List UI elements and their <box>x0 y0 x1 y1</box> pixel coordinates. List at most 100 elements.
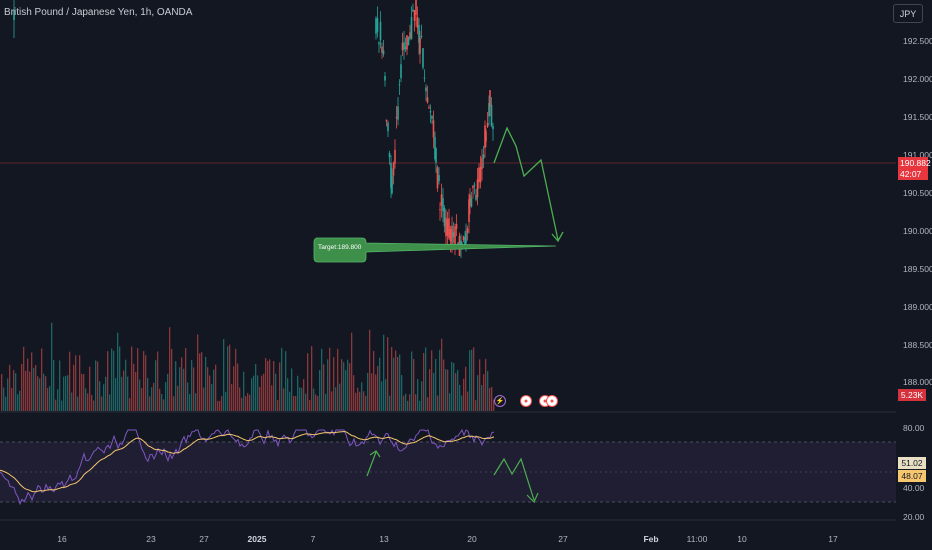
volume-bar <box>65 375 67 411</box>
volume-bar <box>259 386 261 411</box>
volume-bar <box>5 396 7 411</box>
candle-body <box>475 194 477 200</box>
volume-bar <box>95 360 97 411</box>
volume-bar <box>443 359 445 411</box>
volume-bar <box>127 376 129 411</box>
volume-bar <box>479 359 481 411</box>
time-tick: 23 <box>146 534 156 544</box>
volume-bar <box>419 400 421 411</box>
volume-bar <box>213 369 215 411</box>
volume-bar <box>23 346 25 411</box>
candle-body <box>416 17 419 28</box>
volume-bar <box>209 375 211 411</box>
candle-body <box>492 126 494 130</box>
volume-bar <box>361 382 363 411</box>
volume-bar <box>459 384 461 411</box>
candle-body <box>415 0 417 16</box>
volume-bar <box>243 371 245 411</box>
volume-bar <box>173 396 175 411</box>
candle-body <box>484 125 486 149</box>
volume-bar <box>327 359 329 411</box>
time-tick: 11:00 <box>686 534 708 544</box>
volume-bar <box>123 370 125 411</box>
volume-bar <box>375 374 377 411</box>
volume-bar <box>135 371 137 411</box>
price-tick: 188.000 <box>903 377 932 387</box>
volume-bar <box>281 347 283 411</box>
volume-bar <box>493 399 495 411</box>
volume-bar <box>41 348 43 411</box>
volume-bar <box>251 378 253 411</box>
volume-bar <box>489 388 491 411</box>
volume-bar <box>39 378 41 411</box>
volume-bar <box>145 355 147 411</box>
candle-body <box>488 103 490 117</box>
target-label[interactable]: Target:189.800 <box>318 244 362 251</box>
volume-bar <box>405 393 407 411</box>
volume-bar <box>311 346 313 411</box>
candle-body <box>404 46 407 50</box>
volume-bar <box>233 366 235 411</box>
rsi-tick: 20.00 <box>903 512 925 522</box>
volume-bar <box>383 334 385 411</box>
flag-icon[interactable]: ● <box>546 395 558 407</box>
volume-bar <box>107 351 109 411</box>
volume-bar <box>235 348 237 411</box>
volume-bar <box>391 346 393 411</box>
price-tick: 189.500 <box>903 264 932 274</box>
candle-body <box>382 50 385 55</box>
volume-bar <box>119 346 121 411</box>
volume-bar <box>117 332 119 411</box>
volume-bar <box>263 373 265 411</box>
candle-body <box>469 194 471 207</box>
volume-bar <box>371 373 373 411</box>
volume-bar <box>255 364 257 411</box>
volume-bar <box>139 379 141 411</box>
volume-bar <box>289 391 291 411</box>
rsi-tick: 40.00 <box>903 483 925 493</box>
volume-bar <box>403 395 405 411</box>
volume-bar <box>275 373 277 411</box>
currency-button[interactable]: JPY <box>893 4 923 23</box>
volume-bar <box>359 391 361 411</box>
volume-bar <box>63 376 65 411</box>
price-candles <box>13 0 494 259</box>
volume-bar <box>77 396 79 411</box>
lightning-icon[interactable]: ⚡ <box>494 395 506 407</box>
volume-bar <box>221 396 223 411</box>
volume-bar <box>279 362 281 411</box>
volume-bar <box>461 395 463 411</box>
symbol-title[interactable]: British Pound / Japanese Yen, 1h, OANDA <box>4 7 193 18</box>
volume-bar <box>333 357 335 411</box>
volume-bar <box>369 329 371 411</box>
volume-bar <box>267 360 269 411</box>
rsi-value-badge: 51.02 <box>898 457 926 469</box>
volume-bar <box>11 388 13 411</box>
candle-body <box>426 97 429 103</box>
volume-bar <box>33 367 35 411</box>
candle-body <box>422 48 424 68</box>
volume-bar <box>387 337 389 411</box>
volume-bar <box>445 369 447 411</box>
volume-bar <box>171 348 173 411</box>
volume-bar <box>287 378 289 411</box>
time-tick: 27 <box>199 534 209 544</box>
volume-bar <box>89 366 91 411</box>
volume-bar <box>447 369 449 411</box>
volume-bar <box>239 387 241 411</box>
candle-body <box>401 43 404 51</box>
volume-bar <box>149 396 151 411</box>
candle-body <box>440 194 443 206</box>
flag-icon[interactable]: ● <box>520 395 532 407</box>
volume-bar <box>425 347 427 411</box>
volume-bar <box>25 370 27 411</box>
time-tick: Feb <box>643 534 659 544</box>
volume-bar <box>379 357 381 411</box>
volume-bar <box>105 376 107 411</box>
candle-body <box>486 122 489 128</box>
candle-body <box>375 18 377 34</box>
volume-bar <box>231 383 233 411</box>
volume-bar <box>367 372 369 411</box>
candle-body <box>379 21 382 41</box>
